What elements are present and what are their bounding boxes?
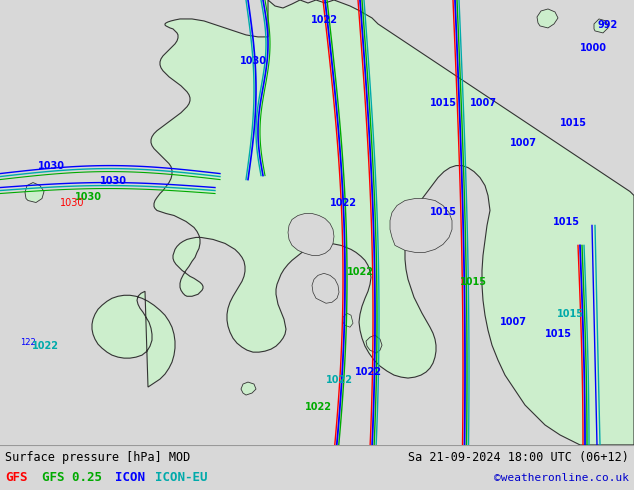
Text: 1022: 1022 [305, 402, 332, 412]
Text: Surface pressure [hPa] MOD: Surface pressure [hPa] MOD [5, 451, 190, 465]
Text: ICON: ICON [115, 471, 145, 485]
Text: 1000: 1000 [580, 43, 607, 53]
Text: 992: 992 [597, 20, 618, 30]
Text: 1015: 1015 [460, 277, 487, 287]
Text: 1030: 1030 [240, 56, 266, 66]
Polygon shape [241, 382, 256, 395]
Text: 1015: 1015 [545, 329, 572, 339]
Text: 1030: 1030 [60, 197, 84, 207]
Polygon shape [151, 0, 634, 445]
Text: 1022: 1022 [311, 15, 338, 25]
Text: 1022: 1022 [326, 375, 353, 385]
Text: GFS 0.25: GFS 0.25 [42, 471, 102, 485]
Text: 1015: 1015 [557, 309, 584, 319]
Polygon shape [390, 198, 452, 252]
Polygon shape [25, 183, 44, 202]
Text: 1030: 1030 [75, 192, 102, 201]
Text: 1022: 1022 [330, 197, 357, 207]
Text: 1007: 1007 [500, 317, 527, 327]
Text: Sa 21-09-2024 18:00 UTC (06+12): Sa 21-09-2024 18:00 UTC (06+12) [408, 451, 629, 465]
Text: 1015: 1015 [553, 218, 580, 227]
Polygon shape [343, 313, 353, 327]
Text: 1022: 1022 [347, 268, 374, 277]
Text: 1015: 1015 [430, 207, 457, 218]
Text: ICON-EU: ICON-EU [155, 471, 207, 485]
Polygon shape [366, 335, 382, 353]
Text: 1022: 1022 [355, 367, 382, 377]
Text: 122: 122 [20, 338, 36, 347]
Text: GFS: GFS [5, 471, 27, 485]
Text: 1030: 1030 [100, 175, 127, 186]
Polygon shape [288, 214, 334, 255]
Polygon shape [537, 9, 558, 28]
Text: 1007: 1007 [510, 138, 537, 147]
Text: 1030: 1030 [38, 161, 65, 171]
Polygon shape [594, 19, 608, 33]
Text: ©weatheronline.co.uk: ©weatheronline.co.uk [494, 473, 629, 483]
Text: 1015: 1015 [560, 118, 587, 128]
Text: 1015: 1015 [430, 98, 457, 108]
Polygon shape [92, 291, 175, 387]
Text: 1022: 1022 [32, 341, 59, 351]
Polygon shape [312, 273, 339, 303]
Text: 1007: 1007 [470, 98, 497, 108]
